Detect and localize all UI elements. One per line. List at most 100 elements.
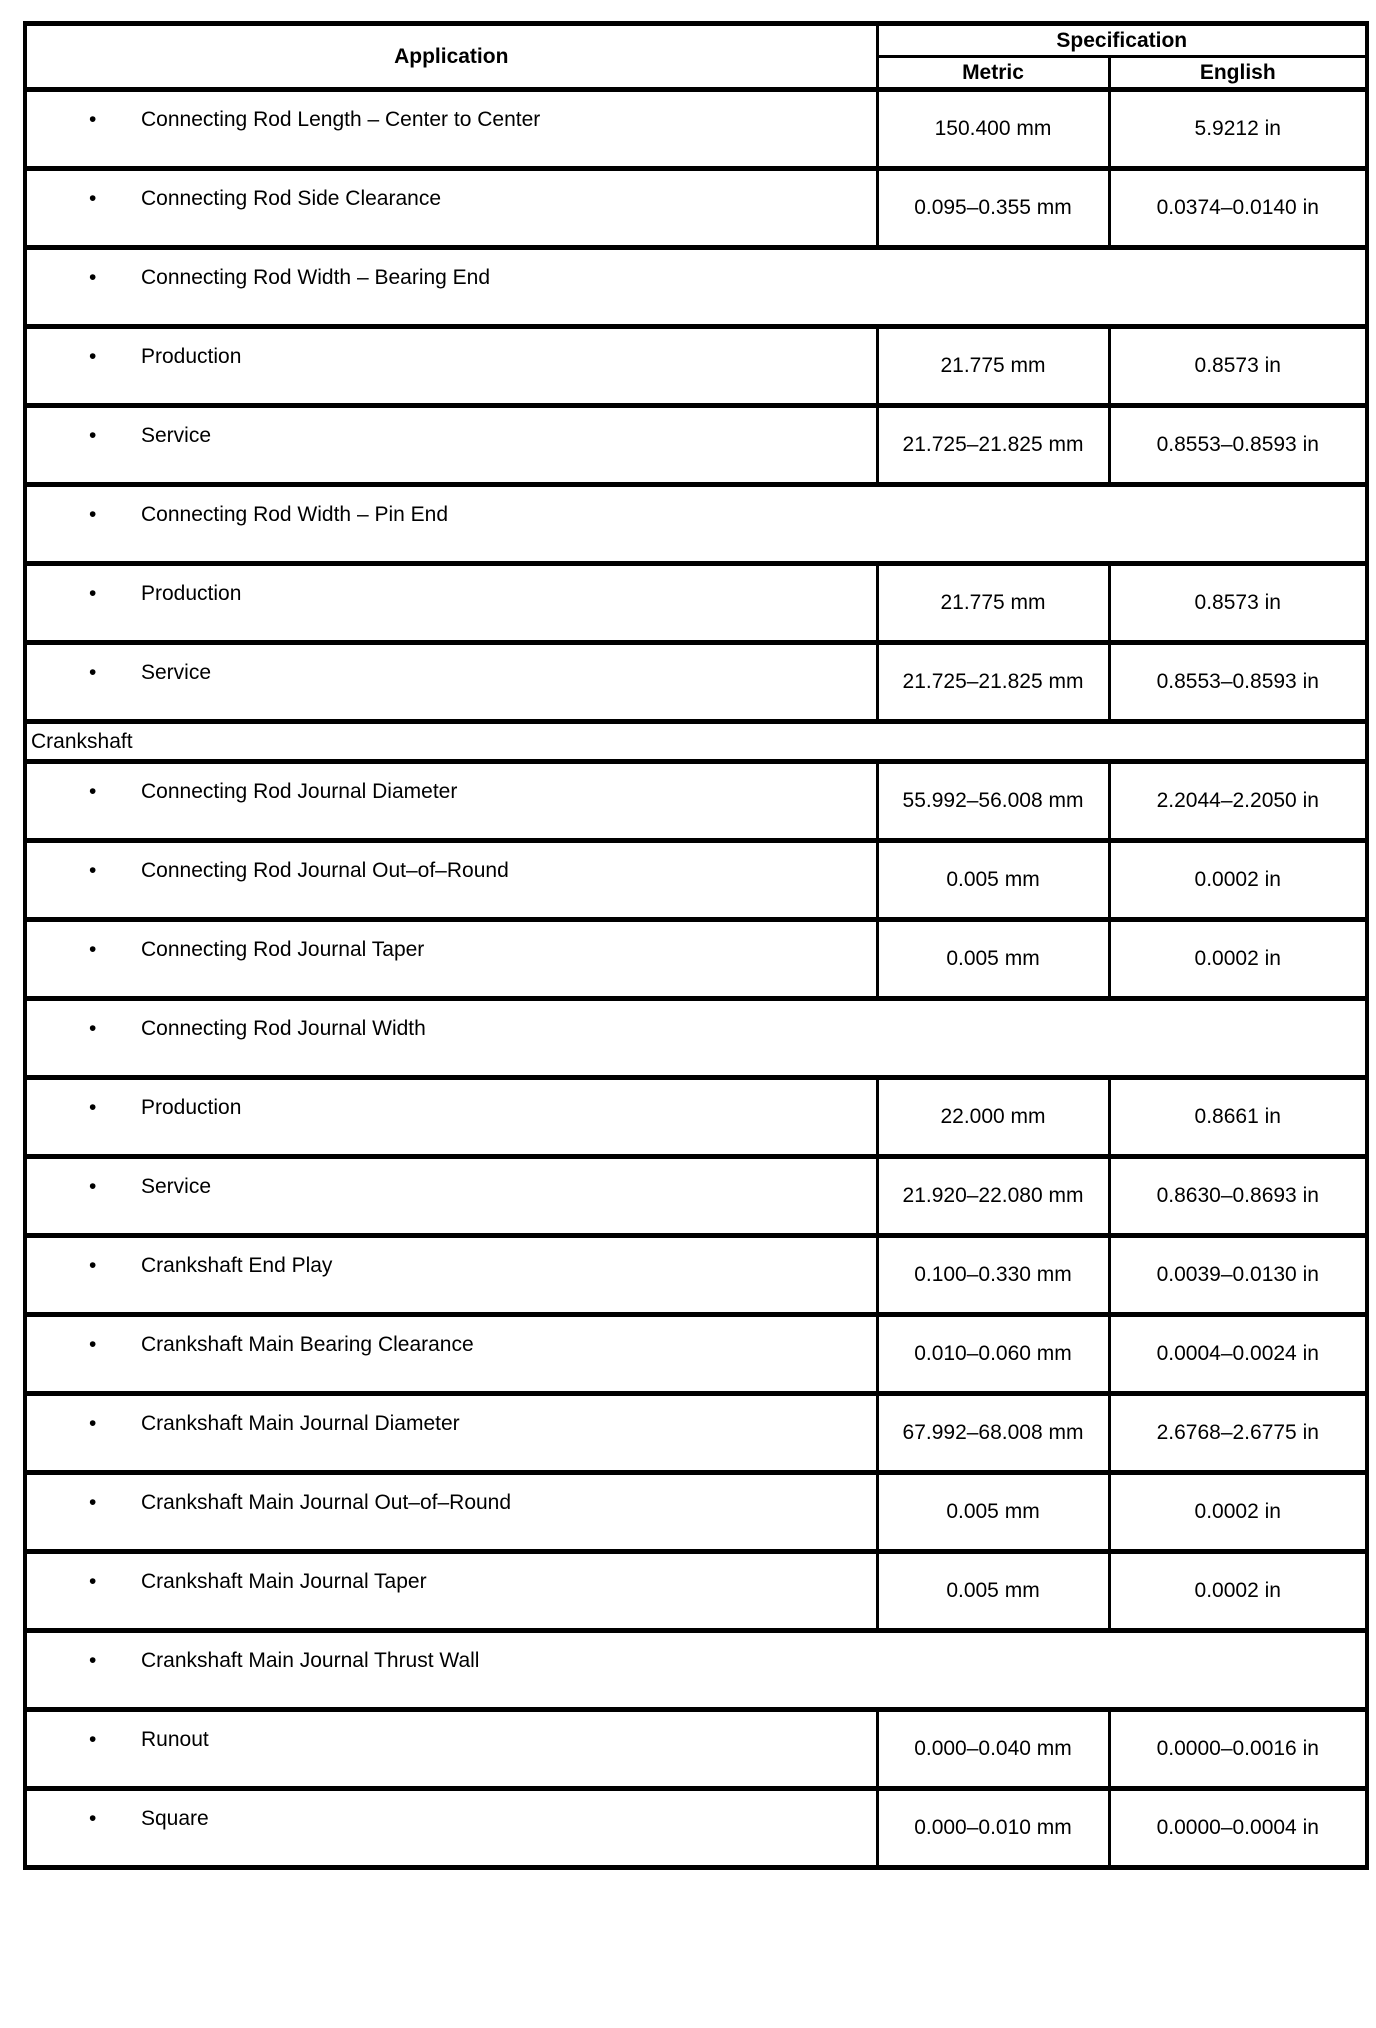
metric-value-cell: 0.005 mm (875, 1470, 1111, 1554)
engine-specifications-table: Application Specification Metric English… (23, 21, 1370, 1870)
application-line: • Service (27, 423, 876, 448)
english-value-cell: 0.0039–0.0130 in (1107, 1233, 1369, 1317)
application-cell: • Crankshaft Main Bearing Clearance (23, 1312, 879, 1396)
table-row: • Crankshaft Main Bearing Clearance 0.010–… (23, 1312, 1369, 1396)
bullet-icon: • (89, 938, 97, 961)
application-line: • Connecting Rod Journal Taper (27, 937, 876, 962)
table-row: • Connecting Rod Journal Taper 0.005 mm 0.0… (23, 917, 1369, 1001)
bullet-icon: • (89, 1175, 97, 1198)
application-label: Production (141, 1096, 242, 1119)
application-line: • Connecting Rod Side Clearance (27, 186, 876, 211)
english-value-cell: 0.0000–0.0016 in (1107, 1707, 1369, 1791)
application-line: • Crankshaft End Play (27, 1253, 876, 1278)
application-label: Service (141, 661, 212, 684)
application-cell: • Connecting Rod Journal Taper (23, 917, 879, 1001)
table-row: • Connecting Rod Side Clearance 0.095–0.35… (23, 166, 1369, 250)
table-row: • Service 21.920–22.080 mm 0.8630–0.8693 in (23, 1154, 1369, 1238)
english-value-cell: 5.9212 in (1107, 87, 1369, 171)
bullet-icon: • (89, 1096, 97, 1119)
application-line: • Runout (27, 1727, 876, 1752)
metric-value-cell: 21.725–21.825 mm (875, 640, 1111, 724)
english-value-cell: 2.6768–2.6775 in (1107, 1391, 1369, 1475)
header-row-units: Metric English (25, 55, 1369, 92)
application-label: Service (141, 1175, 212, 1198)
metric-value-cell: 0.010–0.060 mm (875, 1312, 1111, 1396)
bullet-icon: • (89, 503, 97, 526)
english-value-cell: 0.0002 in (1107, 1549, 1369, 1633)
spec-table-body: • Connecting Rod Length – Center to Cente… (23, 87, 1369, 1870)
application-label: Connecting Rod Journal Out–of–Round (141, 859, 509, 882)
application-label: Crankshaft Main Journal Diameter (141, 1412, 460, 1435)
application-label: Connecting Rod Journal Diameter (141, 780, 458, 803)
application-label: Crankshaft Main Journal Taper (141, 1570, 427, 1593)
application-line: • Crankshaft Main Journal Out–of–Round (27, 1490, 876, 1515)
table-row: • Service 21.725–21.825 mm 0.8553–0.8593 in (23, 640, 1369, 724)
application-cell: • Production (23, 1075, 879, 1159)
application-label: Production (141, 582, 242, 605)
metric-value-cell: 0.000–0.040 mm (875, 1707, 1111, 1791)
application-label: Square (141, 1807, 209, 1830)
application-line: • Service (27, 1174, 876, 1199)
application-line: • Production (27, 344, 876, 369)
metric-value-cell: 0.005 mm (875, 838, 1111, 922)
table-row: • Connecting Rod Width – Bearing End (23, 245, 1369, 329)
bullet-icon: • (89, 1570, 97, 1593)
table-row: • Connecting Rod Journal Width (23, 996, 1369, 1080)
bullet-icon: • (89, 1017, 97, 1040)
application-line: • Service (27, 660, 876, 685)
application-line: • Crankshaft Main Journal Diameter (27, 1411, 876, 1436)
application-label: Crankshaft Main Journal Thrust Wall (141, 1649, 480, 1672)
table-row: • Crankshaft Main Journal Diameter 67.992–… (23, 1391, 1369, 1475)
bullet-icon: • (89, 1807, 97, 1830)
application-label: Connecting Rod Journal Taper (141, 938, 425, 961)
metric-value-cell: 21.775 mm (875, 324, 1111, 408)
column-header-application: Application (23, 21, 879, 92)
application-cell: • Square (23, 1786, 879, 1870)
application-cell: • Crankshaft Main Journal Taper (23, 1549, 879, 1633)
table-row: • Connecting Rod Journal Diameter 55.992–5… (23, 759, 1369, 843)
application-cell: • Service (23, 640, 879, 724)
table-row: • Production 22.000 mm 0.8661 in (23, 1075, 1369, 1159)
metric-value-cell: 21.775 mm (875, 561, 1111, 645)
application-label: Connecting Rod Width – Pin End (141, 503, 449, 526)
metric-value-cell: 22.000 mm (875, 1075, 1111, 1159)
english-value-cell: 0.0002 in (1107, 1470, 1369, 1554)
english-value-cell: 0.0002 in (1107, 917, 1369, 1001)
application-label: Connecting Rod Length – Center to Center (141, 108, 541, 131)
english-value-cell: 0.8573 in (1107, 324, 1369, 408)
table-row: • Square 0.000–0.010 mm 0.0000–0.0004 in (23, 1786, 1369, 1870)
header-row-specification: Application Specification (23, 21, 1369, 92)
english-value-cell: 0.8553–0.8593 in (1107, 403, 1369, 487)
application-line: • Connecting Rod Width – Pin End (27, 502, 1365, 527)
application-line: • Connecting Rod Journal Diameter (27, 779, 876, 804)
section-header-cell: Crankshaft (23, 719, 1369, 764)
english-value-cell: 0.0374–0.0140 in (1107, 166, 1369, 250)
bullet-icon: • (89, 582, 97, 605)
application-cell: • Crankshaft End Play (23, 1233, 879, 1317)
bullet-icon: • (89, 108, 97, 131)
metric-value-cell: 21.920–22.080 mm (875, 1154, 1111, 1238)
application-cell: • Connecting Rod Journal Diameter (23, 759, 879, 843)
table-row: • Runout 0.000–0.040 mm 0.0000–0.0016 in (23, 1707, 1369, 1791)
bullet-icon: • (89, 661, 97, 684)
english-value-cell: 0.8630–0.8693 in (1107, 1154, 1369, 1238)
table-row: • Crankshaft Main Journal Thrust Wall (23, 1628, 1369, 1712)
bullet-icon: • (89, 345, 97, 368)
table-row: • Connecting Rod Journal Out–of–Round 0.00… (23, 838, 1369, 922)
metric-value-cell: 67.992–68.008 mm (875, 1391, 1111, 1475)
application-line: • Production (27, 1095, 876, 1120)
application-label: Crankshaft End Play (141, 1254, 333, 1277)
metric-value-cell: 150.400 mm (875, 87, 1111, 171)
application-cell: • Service (23, 403, 879, 487)
bullet-icon: • (89, 187, 97, 210)
table-row: • Connecting Rod Width – Pin End (23, 482, 1369, 566)
application-label: Crankshaft Main Journal Out–of–Round (141, 1491, 512, 1514)
metric-value-cell: 0.005 mm (875, 1549, 1111, 1633)
application-line: • Crankshaft Main Bearing Clearance (27, 1332, 876, 1357)
table-row: • Crankshaft End Play 0.100–0.330 mm 0.0039… (23, 1233, 1369, 1317)
bullet-icon: • (89, 780, 97, 803)
table-row: • Service 21.725–21.825 mm 0.8553–0.8593 in (23, 403, 1369, 487)
application-label: Connecting Rod Side Clearance (141, 187, 442, 210)
application-label: Production (141, 345, 242, 368)
table-row: • Connecting Rod Length – Center to Cente… (23, 87, 1369, 171)
